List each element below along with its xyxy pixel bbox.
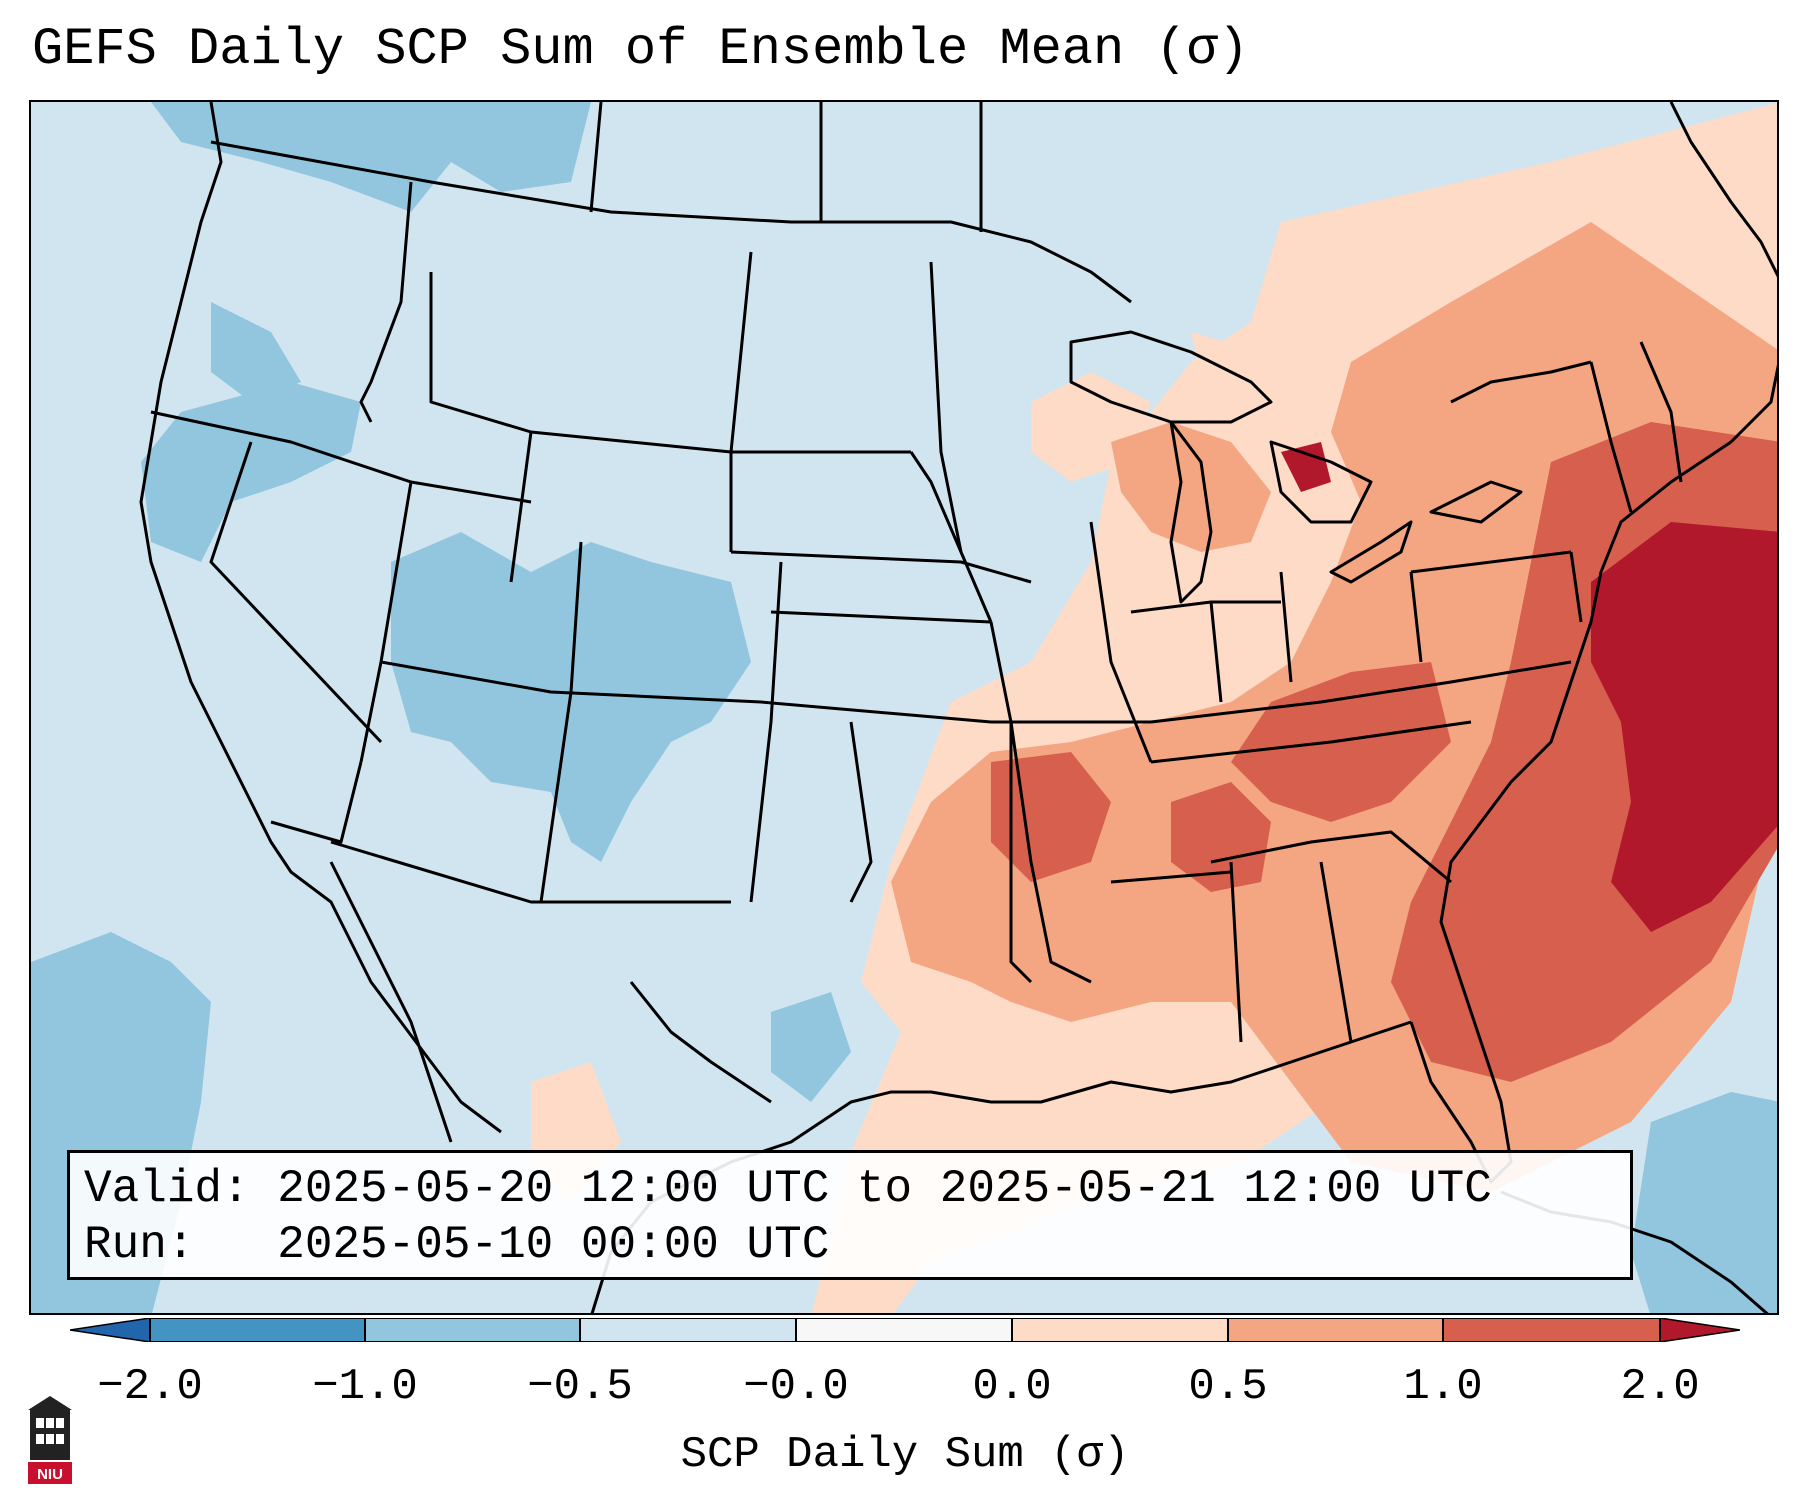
colorbar-tick-label: 2.0 (1620, 1362, 1700, 1412)
colorbar-bin-3 (580, 1318, 796, 1342)
colorbar-extend-low (70, 1318, 151, 1342)
valid-time-box: Valid: 2025-05-20 12:00 UTC to 2025-05-2… (67, 1150, 1633, 1280)
colorbar-tick-label: −0.0 (743, 1362, 849, 1412)
map-panel (29, 100, 1779, 1315)
colorbar-tick-label: −1.0 (312, 1362, 418, 1412)
colorbar-bin-6 (1228, 1318, 1443, 1342)
state-borders (150, 102, 1683, 1104)
colorbar-tick-label: −2.0 (97, 1362, 203, 1412)
colorbar-extend-high (1659, 1318, 1740, 1342)
great-lakes (1069, 330, 1523, 604)
colorbar-tick-label: −0.5 (527, 1362, 633, 1412)
map-canvas (31, 102, 1777, 1313)
colorbar-tick-label: 0.5 (1188, 1362, 1268, 1412)
colorbar-bin-5 (1012, 1318, 1228, 1342)
above-normal-extreme (1281, 442, 1777, 932)
colorbar (70, 1318, 1740, 1342)
colorbar-tick-label: 1.0 (1403, 1362, 1483, 1412)
colorbar-tick-label: 0.0 (972, 1362, 1052, 1412)
run-time-text: Run: 2025-05-10 00:00 UTC (84, 1219, 830, 1271)
colorbar-bin-2 (365, 1318, 580, 1342)
colorbar-bin-7 (1443, 1318, 1660, 1342)
colorbar-bin-4 (796, 1318, 1012, 1342)
map-title: GEFS Daily SCP Sum of Ensemble Mean (σ) (32, 20, 1249, 79)
valid-time-text: Valid: 2025-05-20 12:00 UTC to 2025-05-2… (84, 1163, 1492, 1215)
niu-logo-icon: NIU (28, 1396, 72, 1484)
logo-text: NIU (37, 1466, 63, 1483)
colorbar-label: SCP Daily Sum (σ) (680, 1430, 1130, 1480)
colorbar-bin-1 (150, 1318, 365, 1342)
